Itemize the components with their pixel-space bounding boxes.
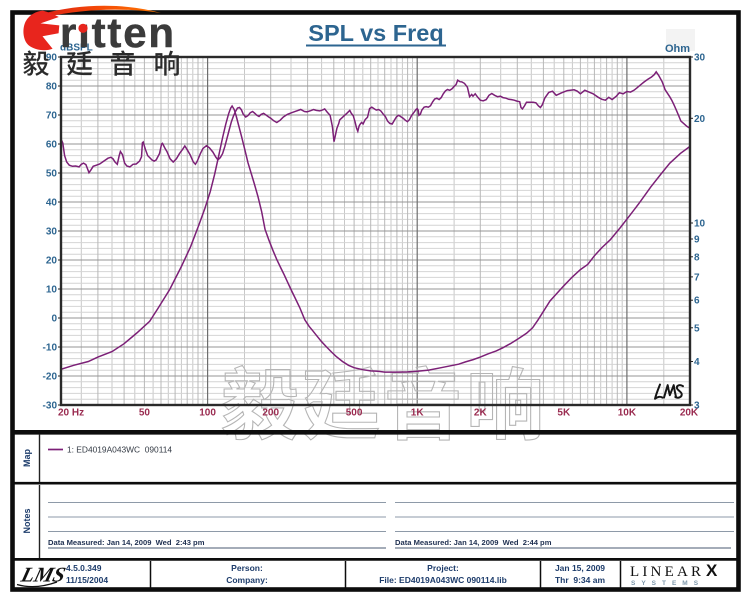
svg-text:20K: 20K (680, 408, 699, 419)
svg-text:100: 100 (199, 408, 216, 419)
svg-text:Person:: Person: (231, 563, 263, 573)
svg-text:SYSTEMS: SYSTEMS (631, 580, 704, 587)
svg-text:50: 50 (139, 408, 151, 419)
svg-text:X: X (706, 561, 718, 580)
svg-text:2K: 2K (474, 408, 488, 419)
svg-text:Project:: Project: (427, 563, 459, 573)
svg-text:1K: 1K (411, 408, 425, 419)
svg-text:500: 500 (346, 408, 363, 419)
svg-text:10: 10 (46, 285, 58, 296)
svg-text:10: 10 (694, 219, 706, 230)
svg-text:20: 20 (46, 256, 58, 267)
svg-text:Data Measured: Jan 14, 2009 W: Data Measured: Jan 14, 2009 Wed 2:44 pm (395, 538, 552, 547)
svg-text:70: 70 (46, 111, 58, 122)
svg-text:LMS: LMS (18, 563, 68, 587)
svg-text:1: ED4019A043WC 090114: 1: ED4019A043WC 090114 (67, 445, 172, 455)
svg-text:Map: Map (22, 448, 32, 467)
svg-text:-10: -10 (43, 343, 58, 354)
svg-text:dBSPL: dBSPL (60, 43, 93, 54)
svg-text:File: ED4019A043WC 090114.lib: File: ED4019A043WC 090114.lib (379, 575, 507, 585)
svg-text:60: 60 (46, 140, 58, 151)
svg-text:80: 80 (46, 82, 58, 93)
svg-text:10K: 10K (618, 408, 637, 419)
svg-text:Thr 9:34 am: Thr 9:34 am (555, 575, 606, 585)
svg-text:3: 3 (694, 401, 700, 412)
svg-text:20: 20 (694, 114, 706, 125)
svg-text:rıtten: rıtten (60, 9, 174, 56)
svg-text:200: 200 (262, 408, 279, 419)
svg-text:LINEAR: LINEAR (630, 564, 704, 580)
svg-text:40: 40 (46, 198, 58, 209)
svg-text:8: 8 (694, 252, 700, 263)
svg-text:Data Measured: Jan 14, 2009 W: Data Measured: Jan 14, 2009 Wed 2:43 pm (48, 538, 205, 547)
svg-text:Ohm: Ohm (665, 43, 690, 55)
svg-text:90: 90 (46, 53, 58, 64)
svg-text:20 Hz: 20 Hz (58, 408, 84, 419)
svg-text:-20: -20 (43, 372, 58, 383)
svg-text:50: 50 (46, 169, 58, 180)
svg-text:9: 9 (694, 235, 700, 246)
svg-text:Jan 15, 2009: Jan 15, 2009 (555, 563, 605, 573)
svg-text:-30: -30 (43, 401, 58, 412)
svg-text:30: 30 (46, 227, 58, 238)
svg-text:4: 4 (694, 357, 700, 368)
svg-text:11/15/2004: 11/15/2004 (66, 575, 108, 585)
svg-text:Notes: Notes (22, 508, 32, 533)
svg-text:30: 30 (694, 53, 706, 64)
svg-text:7: 7 (694, 272, 700, 283)
svg-text:4.5.0.349: 4.5.0.349 (66, 563, 102, 573)
svg-text:0: 0 (51, 314, 57, 325)
svg-text:SPL vs Freq: SPL vs Freq (308, 20, 443, 46)
svg-text:6: 6 (694, 296, 700, 307)
svg-text:5K: 5K (557, 408, 571, 419)
svg-text:5: 5 (694, 323, 700, 334)
svg-text:Company:: Company: (226, 575, 268, 585)
